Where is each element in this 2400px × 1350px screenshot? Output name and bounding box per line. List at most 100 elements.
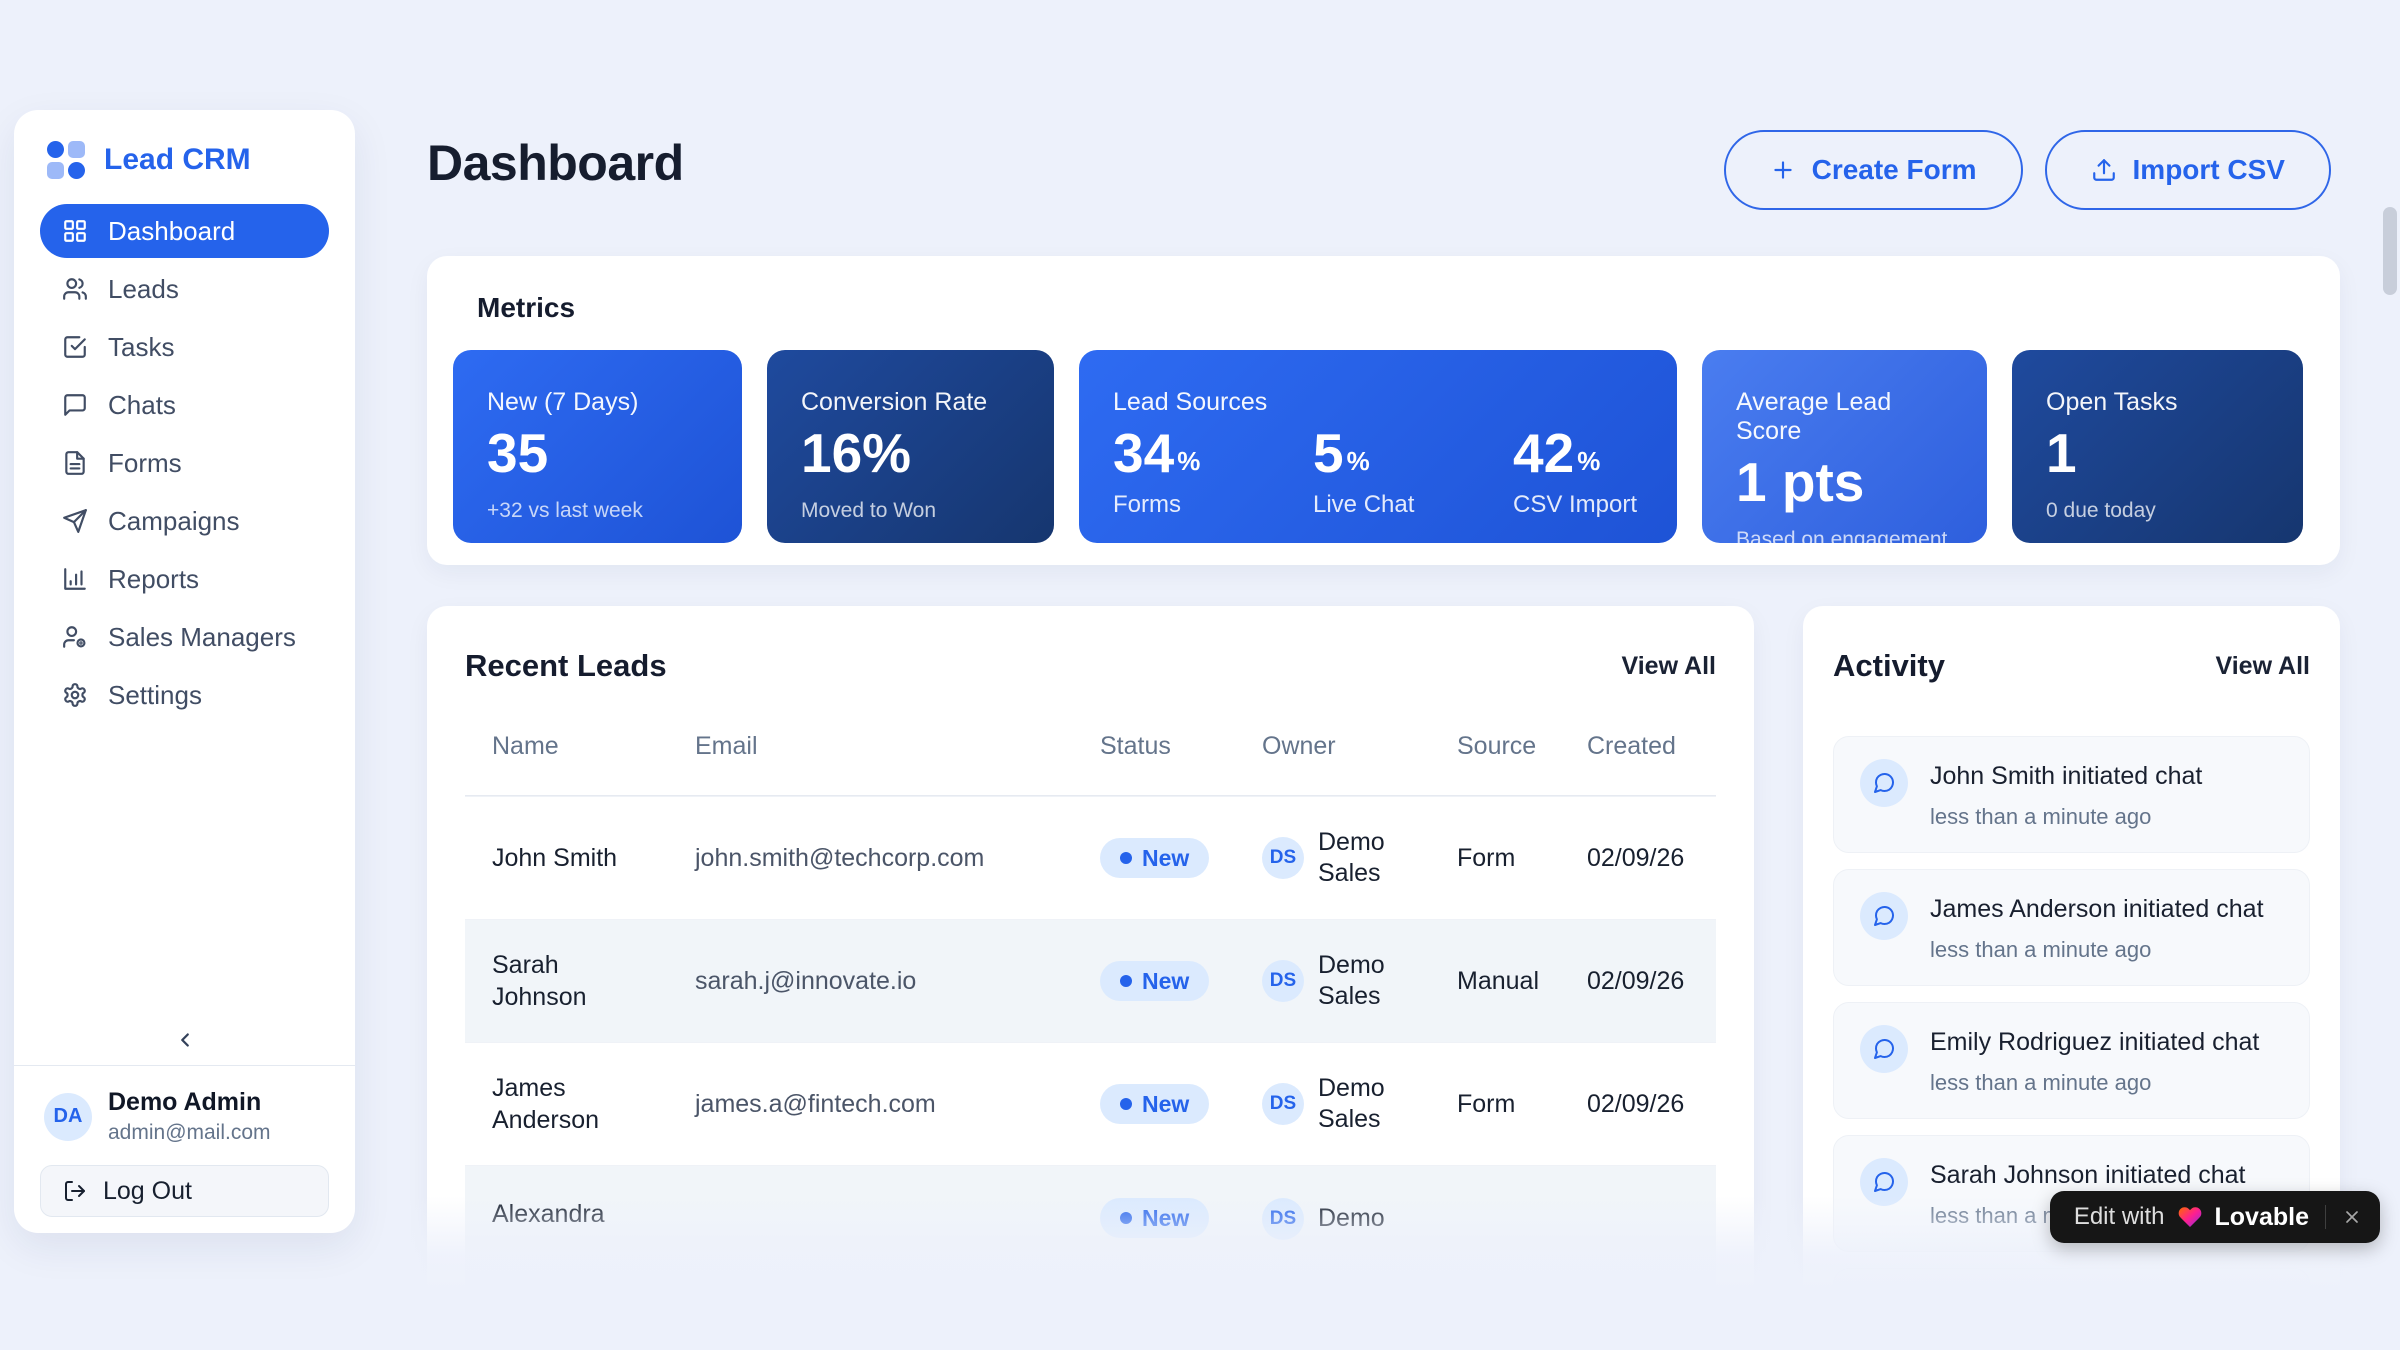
owner-avatar: DS: [1262, 960, 1304, 1002]
logout-label: Log Out: [103, 1176, 192, 1205]
activity-item[interactable]: John Smith initiated chat less than a mi…: [1833, 736, 2310, 853]
metric-value: 35: [487, 422, 549, 484]
owner-name: Demo Sales: [1318, 1073, 1385, 1133]
lead-source-live-chat: 5% Live Chat: [1313, 424, 1513, 519]
sidebar-item-label: Settings: [108, 679, 202, 710]
activity-time: less than a minute ago: [1930, 1070, 2152, 1095]
stat-unit: %: [1177, 446, 1201, 477]
chat-bubble-icon: [1860, 892, 1908, 940]
owner-name: Demo: [1318, 1204, 1385, 1233]
column-header-created: Created: [1587, 732, 1676, 760]
lovable-badge-brand: Lovable: [2214, 1202, 2309, 1231]
metric-subtitle: +32 vs last week: [487, 498, 643, 522]
sidebar-item-forms[interactable]: Forms: [40, 436, 329, 490]
lovable-badge[interactable]: Edit with Lovable: [2049, 1191, 2380, 1243]
sidebar-item-dashboard[interactable]: Dashboard: [40, 204, 329, 258]
sidebar-item-label: Sales Managers: [108, 621, 296, 652]
gear-icon: [64, 683, 86, 707]
recent-leads-title: Recent Leads: [465, 648, 667, 683]
users-icon: [63, 278, 87, 300]
metric-card-lead-sources: Lead Sources 34% Forms 5% Live Chat 42% …: [1079, 350, 1677, 543]
column-header-owner: Owner: [1262, 732, 1336, 760]
lead-created: 02/09/26: [1587, 843, 1685, 872]
logout-button[interactable]: Log Out: [40, 1165, 329, 1217]
metric-card-average-lead-score: Average Lead Score 1 pts Based on engage…: [1702, 350, 1987, 551]
status-dot-icon: [1120, 1098, 1132, 1110]
sidebar-item-label: Chats: [108, 389, 176, 420]
sidebar-item-settings[interactable]: Settings: [40, 668, 329, 722]
lovable-heart-icon: [2178, 1207, 2201, 1227]
create-form-button[interactable]: Create Form: [1723, 130, 2023, 210]
sidebar-item-sales-managers[interactable]: Sales Managers: [40, 610, 329, 664]
metric-subtitle: 0 due today: [2046, 498, 2156, 522]
user-profile[interactable]: DA Demo Admin admin@mail.com: [40, 1066, 329, 1165]
table-row[interactable]: Alexandra New DS Demo: [465, 1165, 1716, 1288]
sidebar: Lead CRM Dashboard Leads Tasks Chats For…: [14, 110, 355, 1233]
chat-bubble-icon: [1860, 1025, 1908, 1073]
close-icon[interactable]: [2342, 1207, 2362, 1227]
lead-name: John Smith: [492, 843, 618, 872]
sidebar-collapse-button[interactable]: [40, 1021, 329, 1065]
chat-bubble-icon: [1860, 759, 1908, 807]
activity-title: Activity: [1833, 648, 1945, 683]
lead-owner: DS Demo Sales: [1262, 950, 1457, 1013]
create-form-label: Create Form: [1811, 154, 1977, 185]
sidebar-item-tasks[interactable]: Tasks: [40, 320, 329, 374]
user-email: admin@mail.com: [108, 1121, 271, 1144]
activity-text: Sarah Johnson initiated chat: [1930, 1161, 2246, 1189]
sidebar-item-leads[interactable]: Leads: [40, 262, 329, 316]
stat-label: CSV Import: [1513, 490, 1638, 518]
import-csv-button[interactable]: Import CSV: [2044, 130, 2331, 210]
sidebar-item-label: Forms: [108, 447, 182, 478]
lead-source-csv-import: 42% CSV Import: [1513, 424, 1638, 519]
sidebar-item-reports[interactable]: Reports: [40, 552, 329, 606]
sidebar-item-campaigns[interactable]: Campaigns: [40, 494, 329, 548]
activity-item[interactable]: James Anderson initiated chat less than …: [1833, 869, 2310, 986]
activity-time: less than a minute ago: [1930, 937, 2152, 962]
metrics-title: Metrics: [477, 292, 576, 323]
lovable-badge-divider: [2325, 1205, 2326, 1229]
lead-source: Form: [1457, 1089, 1516, 1118]
file-text-icon: [65, 451, 85, 475]
user-name: Demo Admin: [108, 1088, 262, 1116]
activity-item[interactable]: Emily Rodriguez initiated chat less than…: [1833, 1002, 2310, 1119]
sidebar-divider: [14, 1065, 355, 1066]
scrollbar-thumb[interactable]: [2383, 207, 2397, 295]
user-cog-icon: [63, 626, 86, 648]
leads-table-header: Name Email Status Owner Source Created: [465, 732, 1716, 796]
table-row[interactable]: Sarah Johnson sarah.j@innovate.io New DS…: [465, 919, 1716, 1042]
sidebar-item-label: Dashboard: [108, 215, 236, 246]
metrics-section: Metrics New (7 Days) 35 +32 vs last week…: [427, 256, 2340, 565]
layout-grid-icon: [64, 220, 86, 242]
activity-text: James Anderson initiated chat: [1930, 895, 2264, 923]
upload-icon: [2092, 159, 2115, 181]
app-logo-icon: [47, 141, 85, 179]
metric-title: Open Tasks: [2046, 388, 2178, 416]
chat-bubble-icon: [1860, 1158, 1908, 1206]
metric-value: 1: [2046, 422, 2077, 484]
sidebar-item-chats[interactable]: Chats: [40, 378, 329, 432]
table-row[interactable]: John Smith john.smith@techcorp.com New D…: [465, 796, 1716, 919]
app-logo: Lead CRM: [46, 140, 323, 180]
metric-subtitle: Moved to Won: [801, 498, 937, 522]
recent-leads-view-all[interactable]: View All: [1621, 651, 1716, 680]
stat-unit: %: [1577, 446, 1601, 477]
bar-chart-icon: [64, 568, 86, 590]
lead-source: Form: [1457, 843, 1516, 872]
sidebar-item-label: Tasks: [108, 331, 175, 362]
metric-title: Lead Sources: [1113, 388, 1268, 416]
activity-list: John Smith initiated chat less than a mi…: [1833, 736, 2310, 1350]
metric-title: Average Lead Score: [1736, 388, 1892, 445]
activity-view-all[interactable]: View All: [2215, 651, 2310, 680]
lead-name: Sarah Johnson: [492, 950, 587, 1012]
lead-owner: DS Demo Sales: [1262, 1073, 1457, 1136]
owner-avatar: DS: [1262, 1083, 1304, 1125]
table-row[interactable]: James Anderson james.a@fintech.com New D…: [465, 1042, 1716, 1165]
lead-email: sarah.j@innovate.io: [695, 966, 917, 995]
page-title: Dashboard: [427, 135, 684, 191]
column-header-email: Email: [695, 732, 758, 760]
lead-name: Alexandra: [492, 1200, 605, 1228]
send-icon: [63, 509, 87, 533]
owner-avatar: DS: [1262, 837, 1304, 879]
message-square-icon: [64, 394, 86, 416]
